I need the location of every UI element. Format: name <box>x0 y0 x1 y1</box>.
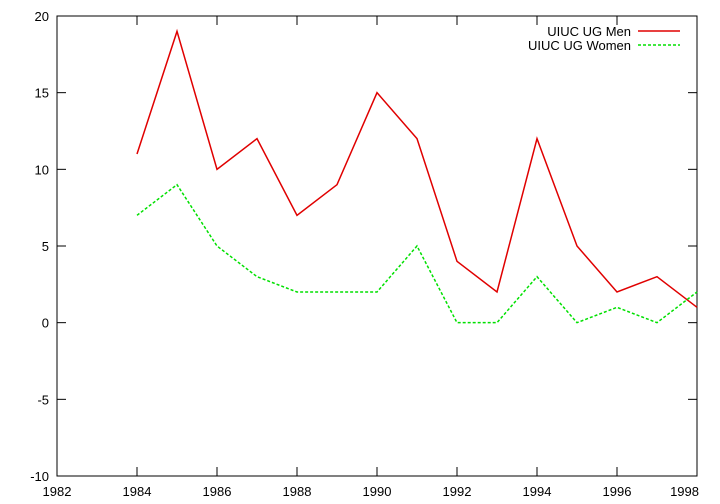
x-tick-label: 1996 <box>603 484 632 499</box>
x-tick-label: 1998 <box>670 484 699 499</box>
plot-frame <box>56 15 698 477</box>
series-line-1 <box>136 183 698 324</box>
x-tick-label: 1988 <box>283 484 312 499</box>
legend-label-0: UIUC UG Men <box>547 24 631 39</box>
axis-ticks <box>56 15 698 477</box>
x-tick-label: 1984 <box>123 484 152 499</box>
x-tick-label: 1990 <box>363 484 392 499</box>
legend-label-1: UIUC UG Women <box>528 38 631 53</box>
axis-tick-labels: -10 -5 0 5 10 15 20 1982 1984 1986 1988 1990 1992 199… <box>30 9 699 499</box>
series-lines <box>136 28 698 324</box>
x-tick-label: 1982 <box>43 484 72 499</box>
y-tick-label: 20 <box>35 9 49 24</box>
y-tick-label: 10 <box>35 162 49 177</box>
y-tick-label: 15 <box>35 86 49 101</box>
y-tick-label: -5 <box>37 392 49 407</box>
y-tick-label: 5 <box>42 239 49 254</box>
y-tick-label: 0 <box>42 316 49 331</box>
x-tick-label: 1992 <box>443 484 472 499</box>
series-line-0 <box>136 28 698 308</box>
y-tick-label: -10 <box>30 469 49 484</box>
x-tick-label: 1994 <box>523 484 552 499</box>
x-tick-label: 1986 <box>203 484 232 499</box>
